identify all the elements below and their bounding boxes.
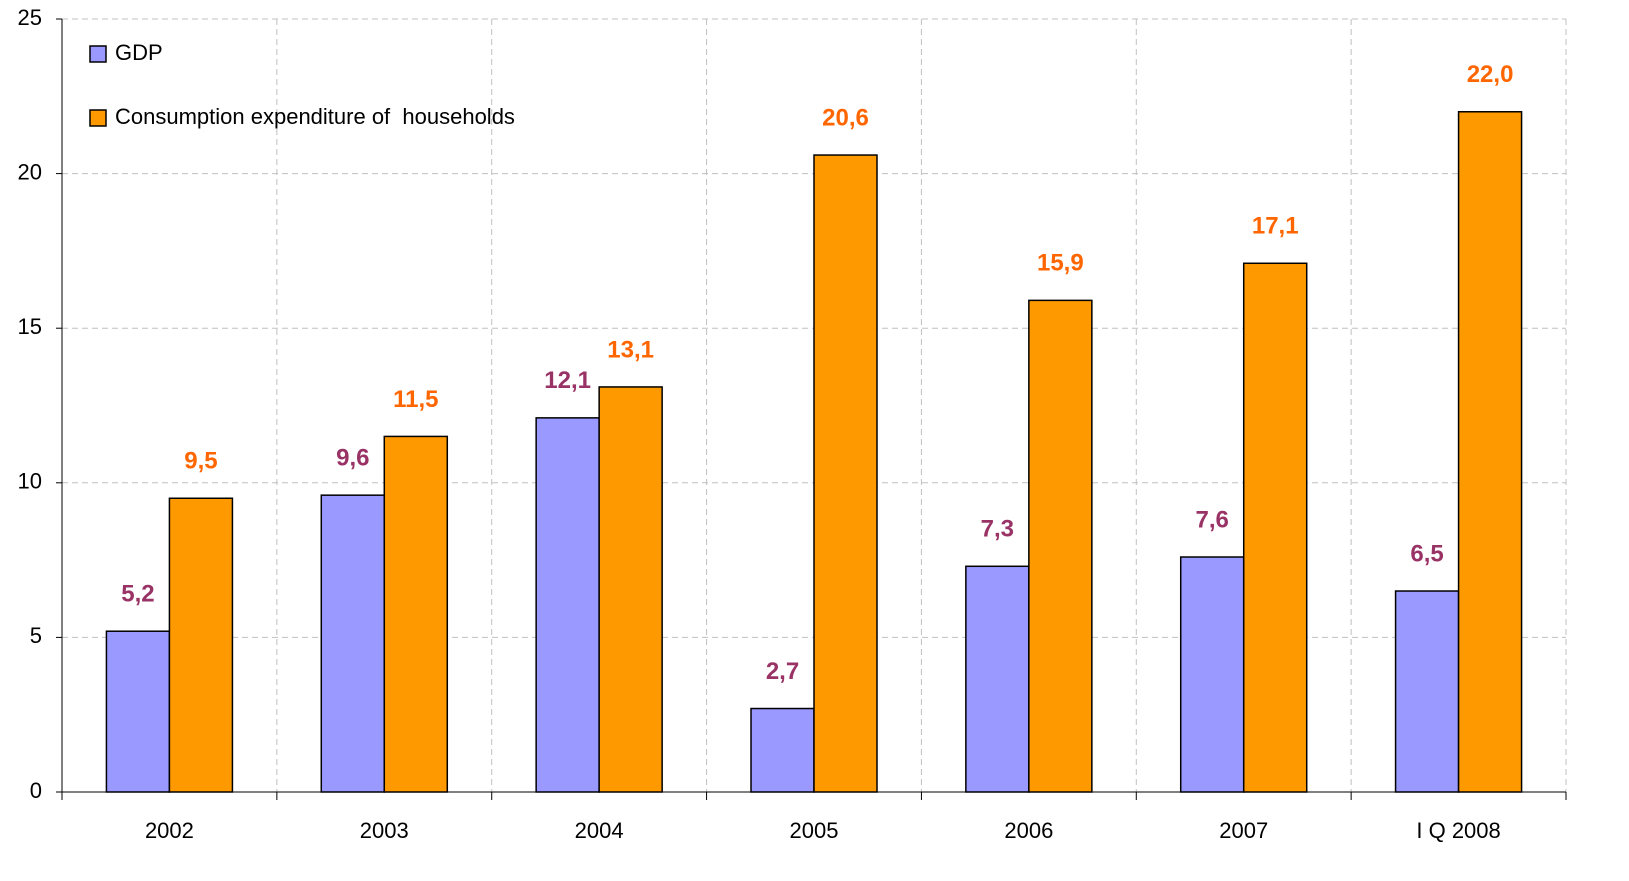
value-label: 17,1 xyxy=(1252,213,1299,240)
x-tick-label: 2004 xyxy=(575,818,624,843)
bar xyxy=(383,435,449,793)
bar xyxy=(320,494,386,793)
legend-label: Consumption expenditure of households xyxy=(115,104,515,129)
value-label: 5,2 xyxy=(121,581,154,608)
bar xyxy=(813,154,878,793)
y-tick-label: 10 xyxy=(18,469,42,494)
bar xyxy=(1457,111,1523,793)
legend-swatch xyxy=(89,45,107,63)
value-label: 7,6 xyxy=(1196,506,1229,533)
bar xyxy=(1028,299,1093,793)
x-tick-label: I Q 2008 xyxy=(1416,818,1500,843)
bar xyxy=(965,565,1030,793)
value-label: 9,6 xyxy=(336,445,369,472)
x-tick-label: 2002 xyxy=(145,818,194,843)
value-label: 11,5 xyxy=(393,386,438,413)
y-tick-label: 5 xyxy=(30,623,42,648)
bar xyxy=(535,417,600,793)
x-tick-label: 2005 xyxy=(790,818,839,843)
bar xyxy=(168,497,234,793)
value-label: 2,7 xyxy=(766,658,799,685)
value-label: 9,5 xyxy=(184,448,217,475)
bar xyxy=(1179,556,1245,793)
legend-swatch xyxy=(89,109,107,127)
y-tick-label: 25 xyxy=(18,5,42,30)
value-label: 13,1 xyxy=(607,336,654,363)
y-tick-label: 15 xyxy=(18,314,42,339)
x-tick-label: 2007 xyxy=(1219,818,1268,843)
bar xyxy=(1242,262,1308,793)
bar xyxy=(750,707,815,793)
value-label: 12,1 xyxy=(544,367,591,394)
x-tick-label: 2003 xyxy=(360,818,409,843)
legend-label: GDP xyxy=(115,40,163,65)
bar xyxy=(598,386,663,793)
value-label: 6,5 xyxy=(1410,540,1443,567)
value-label: 15,9 xyxy=(1037,250,1084,277)
value-label: 20,6 xyxy=(822,104,869,131)
bar xyxy=(105,630,171,793)
value-label: 7,3 xyxy=(981,516,1014,543)
value-label: 22,0 xyxy=(1467,61,1514,88)
bar xyxy=(1394,590,1460,793)
x-tick-label: 2006 xyxy=(1004,818,1053,843)
y-tick-label: 0 xyxy=(30,778,42,803)
y-tick-label: 20 xyxy=(18,159,42,184)
